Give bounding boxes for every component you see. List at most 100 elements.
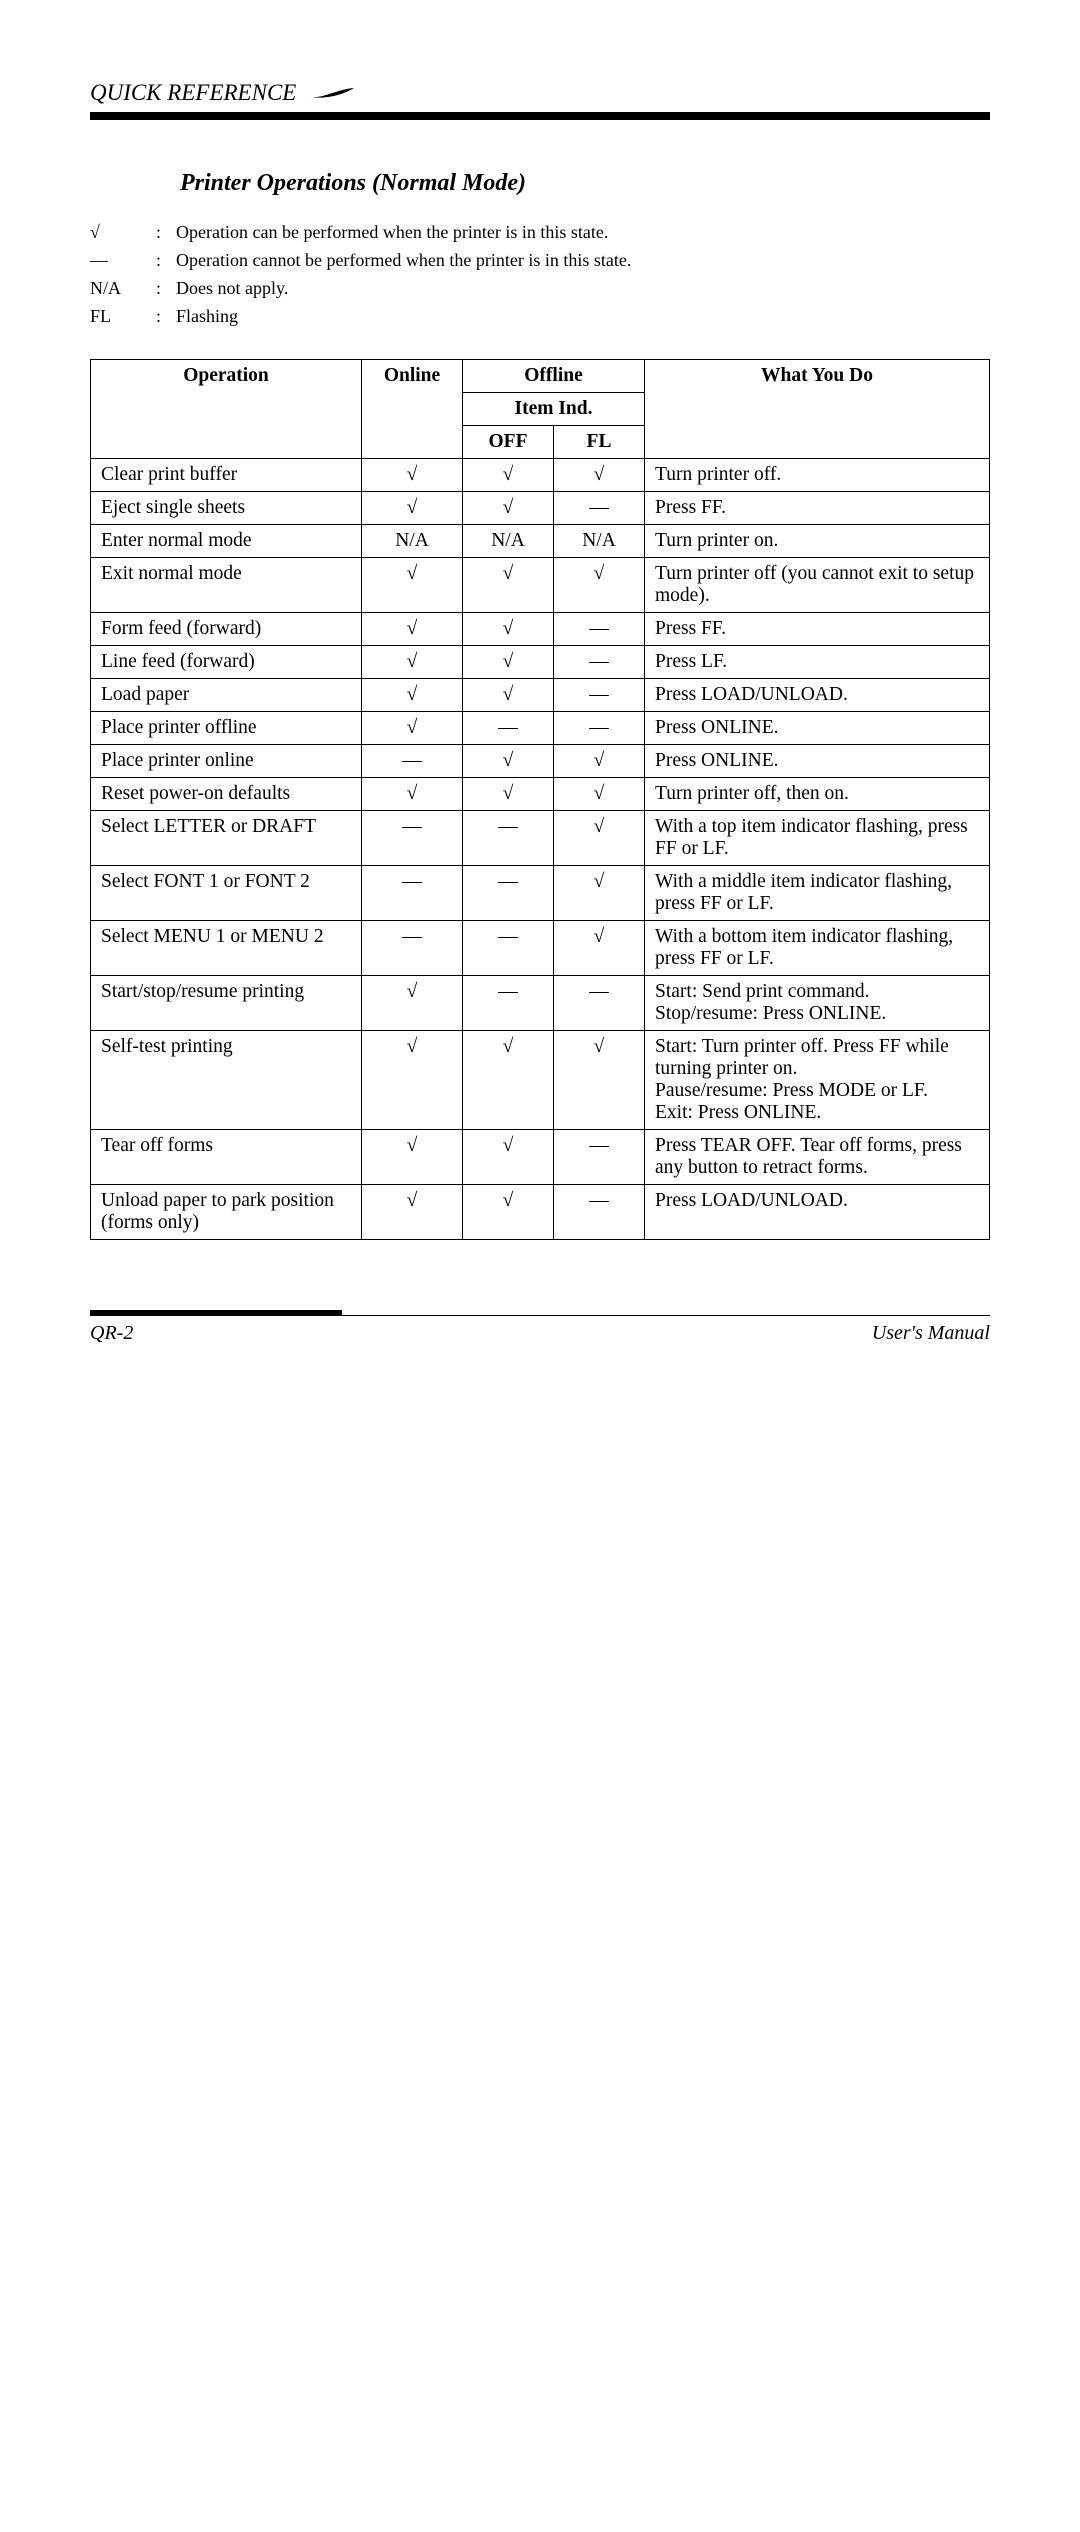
cell-fl: √ [554, 744, 645, 777]
cell-online: √ [362, 711, 463, 744]
cell-fl: — [554, 975, 645, 1030]
cell-fl: N/A [554, 524, 645, 557]
cell-online: √ [362, 458, 463, 491]
cell-off: √ [463, 557, 554, 612]
col-offline: Offline [463, 359, 645, 392]
cell-fl: √ [554, 1030, 645, 1129]
cell-operation: Select LETTER or DRAFT [91, 810, 362, 865]
cell-what: Turn printer on. [645, 524, 990, 557]
cell-operation: Clear print buffer [91, 458, 362, 491]
cell-fl: — [554, 1129, 645, 1184]
cell-operation: Unload paper to park position (forms onl… [91, 1184, 362, 1239]
cell-what: Press TEAR OFF. Tear off forms, press an… [645, 1129, 990, 1184]
page-title: Printer Operations (Normal Mode) [180, 170, 990, 197]
cell-off: √ [463, 491, 554, 524]
cell-off: — [463, 865, 554, 920]
legend-symbol: N/A [90, 275, 150, 303]
cell-what: Press LOAD/UNLOAD. [645, 678, 990, 711]
cell-operation: Tear off forms [91, 1129, 362, 1184]
table-head-row-1: Operation Online Offline What You Do [91, 359, 990, 392]
cell-fl: — [554, 645, 645, 678]
swash-icon [308, 85, 356, 101]
cell-operation: Line feed (forward) [91, 645, 362, 678]
cell-fl: √ [554, 557, 645, 612]
footer: QR-2 User's Manual [90, 1310, 990, 1345]
legend-text: Does not apply. [176, 275, 288, 303]
section-header: QUICK REFERENCE [90, 80, 990, 106]
footer-rule [90, 1310, 990, 1316]
cell-what: Press FF. [645, 491, 990, 524]
col-what: What You Do [645, 359, 990, 458]
cell-fl: — [554, 491, 645, 524]
cell-off: √ [463, 1030, 554, 1129]
footer-left: QR-2 [90, 1322, 133, 1345]
cell-fl: √ [554, 458, 645, 491]
cell-fl: √ [554, 810, 645, 865]
cell-online: — [362, 920, 463, 975]
cell-operation: Place printer offline [91, 711, 362, 744]
cell-off: √ [463, 612, 554, 645]
cell-operation: Form feed (forward) [91, 612, 362, 645]
table-head: Operation Online Offline What You Do Ite… [91, 359, 990, 458]
cell-what: With a middle item indicator flashing, p… [645, 865, 990, 920]
table-row: Place printer offline√——Press ONLINE. [91, 711, 990, 744]
cell-online: — [362, 865, 463, 920]
table-row: Enter normal modeN/AN/AN/ATurn printer o… [91, 524, 990, 557]
table-row: Load paper√√—Press LOAD/UNLOAD. [91, 678, 990, 711]
table-row: Reset power-on defaults√√√Turn printer o… [91, 777, 990, 810]
cell-operation: Eject single sheets [91, 491, 362, 524]
cell-operation: Enter normal mode [91, 524, 362, 557]
footer-right: User's Manual [872, 1322, 990, 1345]
legend-row: — : Operation cannot be performed when t… [90, 247, 990, 275]
table-row: Select FONT 1 or FONT 2——√With a middle … [91, 865, 990, 920]
legend-colon: : [156, 219, 170, 247]
col-online: Online [362, 359, 463, 458]
cell-operation: Reset power-on defaults [91, 777, 362, 810]
cell-off: — [463, 810, 554, 865]
table-row: Unload paper to park position (forms onl… [91, 1184, 990, 1239]
cell-what: Turn printer off (you cannot exit to set… [645, 557, 990, 612]
legend-colon: : [156, 275, 170, 303]
header-rule [90, 112, 990, 120]
legend-row: N/A : Does not apply. [90, 275, 990, 303]
cell-off: N/A [463, 524, 554, 557]
cell-online: √ [362, 1184, 463, 1239]
cell-what: Start: Turn printer off. Press FF while … [645, 1030, 990, 1129]
cell-online: √ [362, 612, 463, 645]
legend-colon: : [156, 247, 170, 275]
cell-online: — [362, 810, 463, 865]
table-body: Clear print buffer√√√Turn printer off.Ej… [91, 458, 990, 1239]
table-row: Clear print buffer√√√Turn printer off. [91, 458, 990, 491]
cell-what: Press LF. [645, 645, 990, 678]
legend-text: Flashing [176, 303, 238, 331]
cell-online: N/A [362, 524, 463, 557]
cell-off: √ [463, 645, 554, 678]
table-row: Exit normal mode√√√Turn printer off (you… [91, 557, 990, 612]
col-fl: FL [554, 425, 645, 458]
cell-operation: Select FONT 1 or FONT 2 [91, 865, 362, 920]
cell-online: — [362, 744, 463, 777]
cell-operation: Load paper [91, 678, 362, 711]
cell-fl: — [554, 678, 645, 711]
cell-what: Turn printer off, then on. [645, 777, 990, 810]
legend-symbol: FL [90, 303, 150, 331]
table-row: Form feed (forward)√√—Press FF. [91, 612, 990, 645]
cell-operation: Self-test printing [91, 1030, 362, 1129]
legend-symbol: — [90, 247, 150, 275]
table-row: Eject single sheets√√—Press FF. [91, 491, 990, 524]
cell-what: Press ONLINE. [645, 744, 990, 777]
legend-text: Operation can be performed when the prin… [176, 219, 608, 247]
cell-what: Turn printer off. [645, 458, 990, 491]
table-row: Place printer online—√√Press ONLINE. [91, 744, 990, 777]
cell-off: √ [463, 1184, 554, 1239]
cell-operation: Start/stop/resume printing [91, 975, 362, 1030]
page: QUICK REFERENCE Printer Operations (Norm… [0, 0, 1080, 2525]
legend-symbol: √ [90, 219, 150, 247]
footer-text: QR-2 User's Manual [90, 1322, 990, 1345]
cell-off: √ [463, 1129, 554, 1184]
cell-fl: √ [554, 920, 645, 975]
col-item-ind: Item Ind. [463, 392, 645, 425]
cell-what: With a bottom item indicator flashing, p… [645, 920, 990, 975]
cell-what: Press LOAD/UNLOAD. [645, 1184, 990, 1239]
cell-online: √ [362, 491, 463, 524]
